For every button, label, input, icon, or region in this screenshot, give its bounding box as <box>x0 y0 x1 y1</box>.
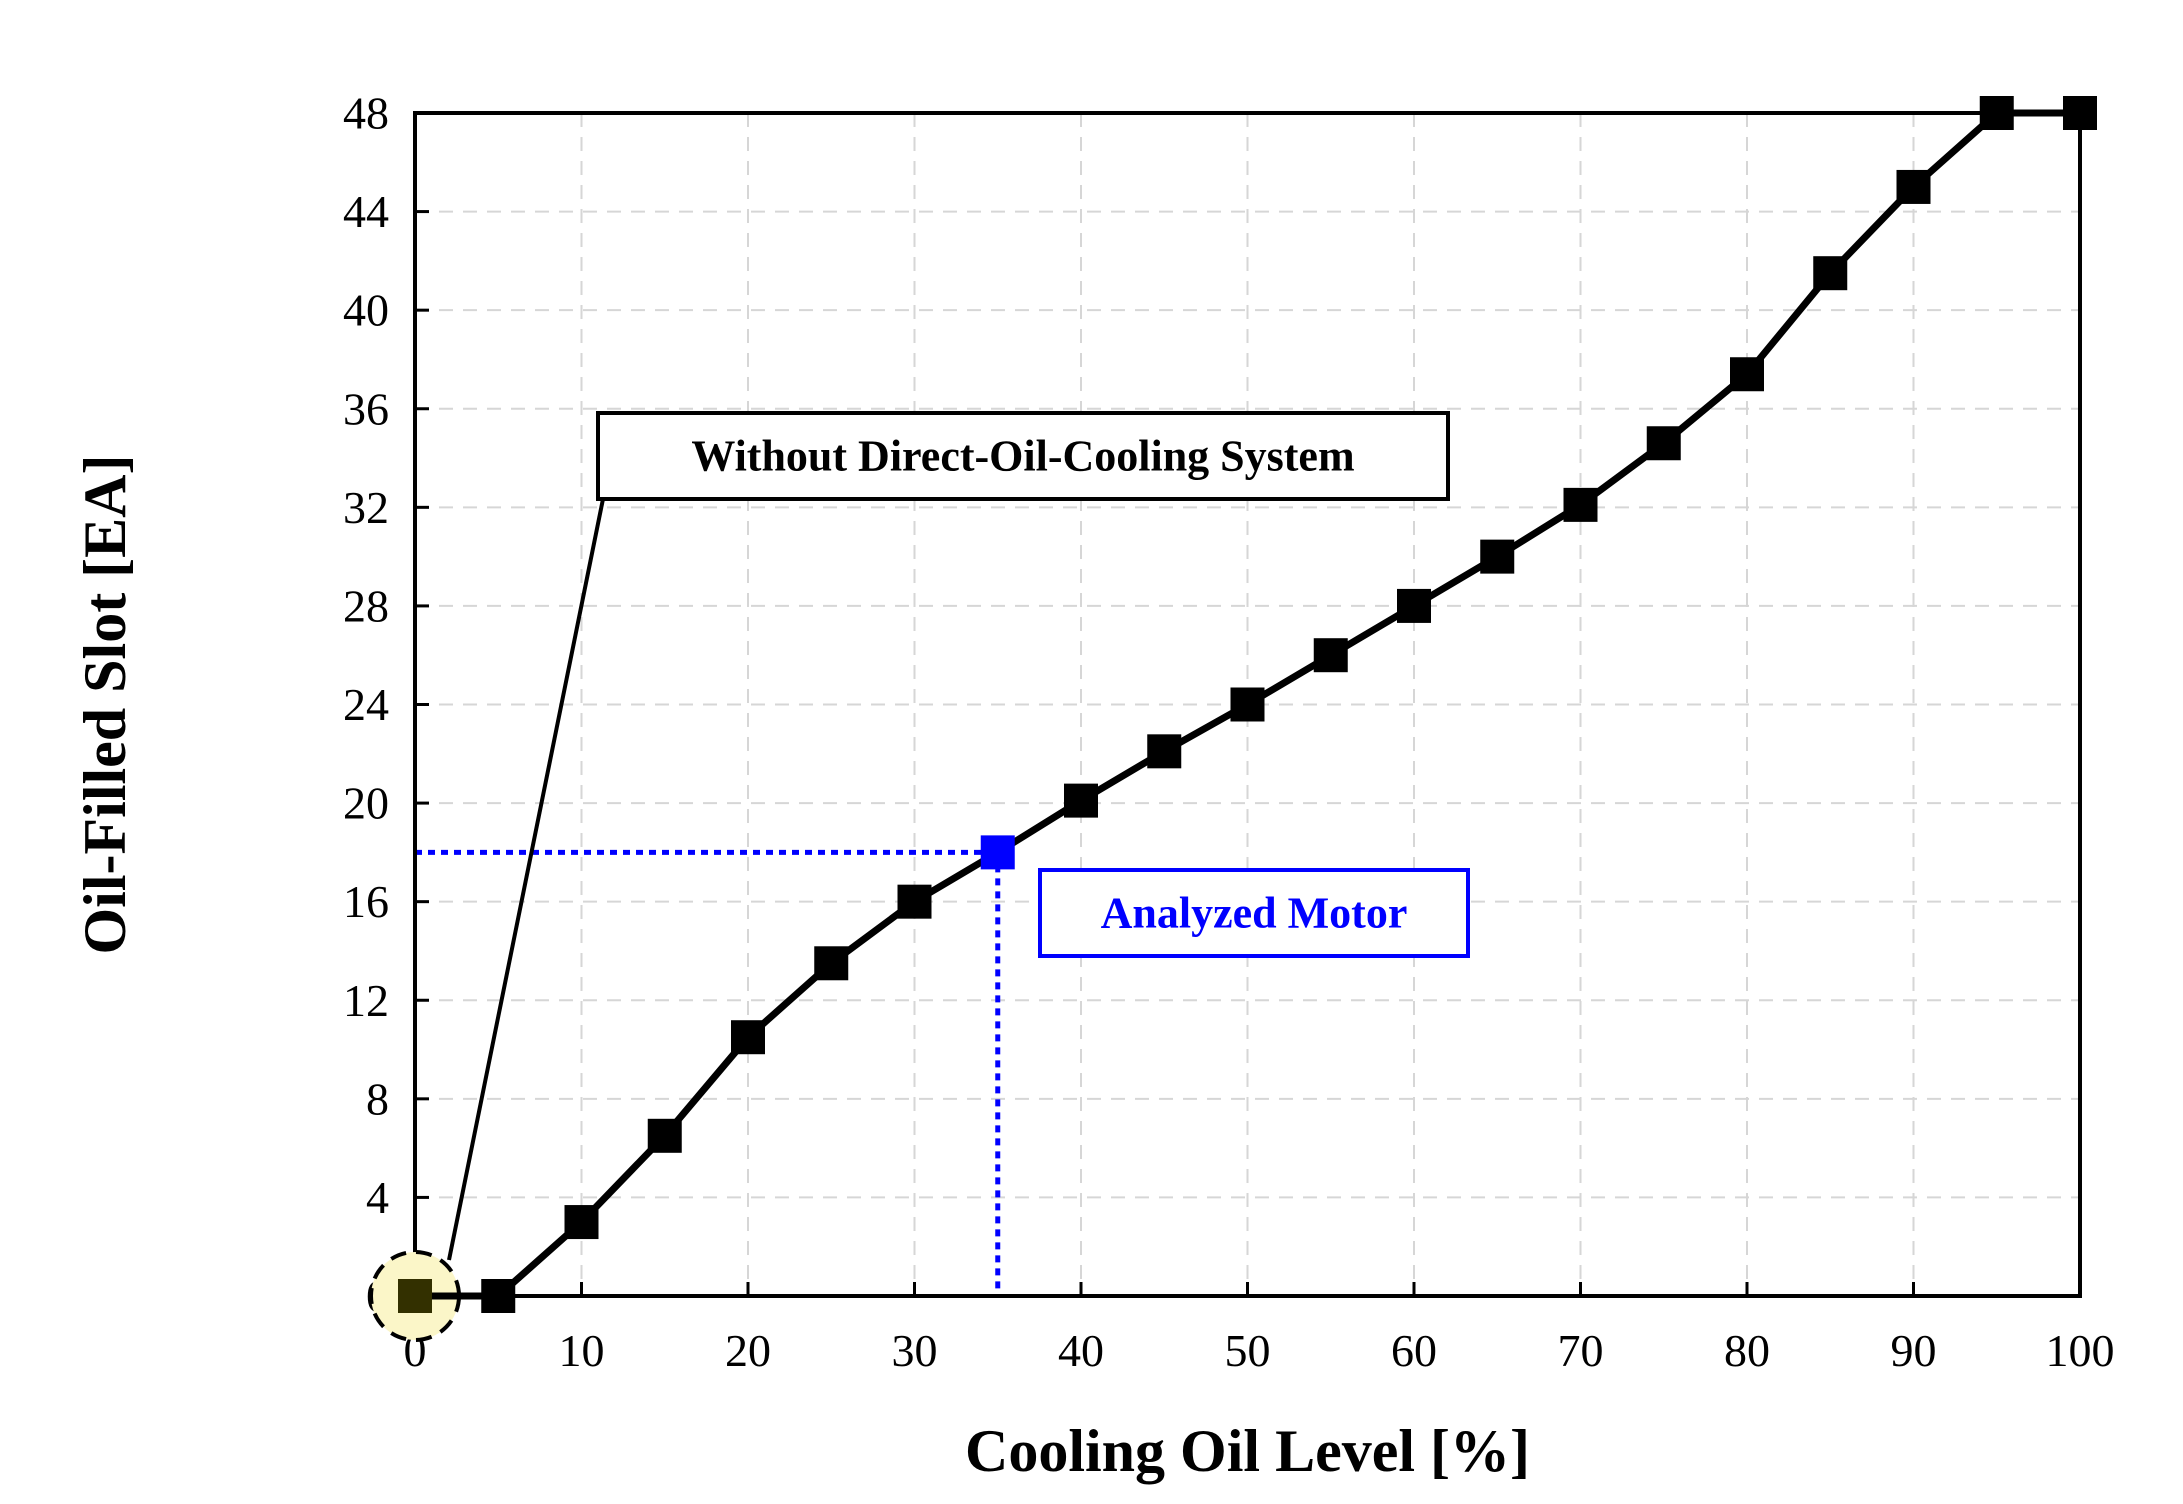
annotation-without-direct-oil-cooling: Without Direct-Oil-Cooling System <box>596 411 1450 501</box>
data-point <box>1813 256 1848 291</box>
data-point <box>1563 487 1598 522</box>
y-tick-label: 36 <box>343 383 389 434</box>
y-tick-label: 24 <box>343 679 389 730</box>
data-point <box>1730 357 1764 392</box>
data-point <box>1230 687 1265 722</box>
x-tick-label: 70 <box>1558 1325 1604 1376</box>
analyzed-motor-point <box>980 835 1015 870</box>
x-tick-label: 90 <box>1891 1325 1937 1376</box>
data-point <box>1397 588 1431 623</box>
data-point <box>647 1118 682 1153</box>
x-tick-label: 20 <box>725 1325 771 1376</box>
reference-lines <box>415 849 1001 1296</box>
data-point <box>1646 426 1681 461</box>
data-point <box>481 1279 516 1313</box>
annotation-text: Without Direct-Oil-Cooling System <box>691 432 1354 481</box>
annotation-analyzed-motor: Analyzed Motor <box>1038 868 1470 958</box>
data-point <box>731 1020 765 1055</box>
data-point <box>1480 539 1515 574</box>
y-tick-label: 16 <box>343 876 389 927</box>
y-tick-label: 20 <box>343 778 389 829</box>
x-tick-label: 50 <box>1225 1325 1271 1376</box>
x-tick-label: 30 <box>892 1325 938 1376</box>
y-tick-label: 28 <box>343 580 389 631</box>
y-axis-title: Oil-Filled Slot [EA] <box>72 455 138 955</box>
data-point <box>398 1279 432 1313</box>
data-point <box>1896 169 1931 204</box>
y-tick-label: 8 <box>366 1073 389 1124</box>
annotation-box <box>1038 868 1470 958</box>
x-tick-label: 60 <box>1391 1325 1437 1376</box>
annotation-text: Analyzed Motor <box>1101 889 1408 938</box>
y-tick-label: 40 <box>343 285 389 336</box>
tick-layer: 0102030405060708090100048121620242832364… <box>343 88 2115 1377</box>
series-layer <box>398 96 2097 1313</box>
data-point <box>1313 638 1348 673</box>
x-axis-title: Cooling Oil Level [%] <box>965 1418 1530 1484</box>
x-tick-label: 40 <box>1058 1325 1104 1376</box>
data-point <box>1979 96 2014 130</box>
x-tick-label: 100 <box>2046 1325 2115 1376</box>
y-tick-label: 32 <box>343 482 389 533</box>
data-point <box>897 884 932 919</box>
y-tick-label: 4 <box>366 1172 389 1223</box>
leader-line <box>447 498 605 1261</box>
y-tick-label: 44 <box>343 186 389 237</box>
data-point <box>1147 734 1182 769</box>
x-tick-label: 10 <box>559 1325 605 1376</box>
y-tick-label: 48 <box>343 88 389 139</box>
data-point <box>2063 96 2097 130</box>
annotation-box <box>596 411 1450 501</box>
data-point <box>564 1205 599 1240</box>
data-point <box>814 946 849 981</box>
y-tick-label: 12 <box>343 975 389 1026</box>
x-tick-label: 80 <box>1724 1325 1770 1376</box>
data-point <box>1064 783 1098 818</box>
